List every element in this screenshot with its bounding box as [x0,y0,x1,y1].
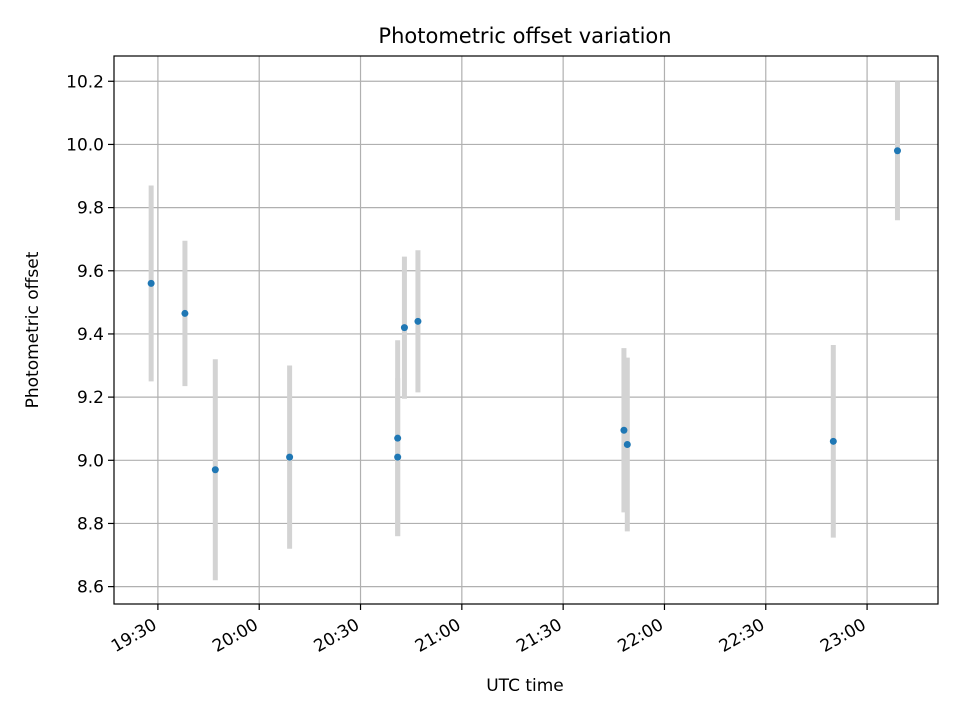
data-point [147,279,155,287]
x-tick-label: 21:30 [513,615,565,657]
data-point [623,440,631,448]
x-tick-label: 21:00 [412,615,464,657]
y-tick-label: 10.2 [66,72,104,92]
x-tick-label: 20:00 [209,615,261,657]
data-point [893,147,901,155]
y-tick-label: 9.0 [77,451,104,471]
y-tick-label: 9.8 [77,199,104,219]
data-point [414,317,422,325]
y-tick-label: 9.4 [77,325,104,345]
data-point [394,453,402,461]
data-point [211,466,219,474]
x-tick-label: 22:30 [716,615,768,657]
x-axis-ticks: 19:30 20:00 20:30 21:00 21:30 22:00 22:30 23:00 [108,604,870,657]
data-point [620,426,628,434]
x-axis-label: UTC time [486,676,564,696]
data-point [181,309,189,317]
y-tick-label: 8.8 [77,514,104,534]
y-tick-label: 8.6 [77,578,104,598]
data-point [286,453,294,461]
data-point [829,437,837,445]
x-tick-label: 22:00 [615,615,667,657]
data-points [147,147,901,474]
y-axis-label: Photometric offset [23,251,43,408]
chart-title: Photometric offset variation [378,24,671,48]
x-tick-label: 19:30 [108,615,160,657]
error-bars [148,81,900,581]
y-tick-label: 10.0 [66,135,104,155]
y-tick-label: 9.2 [77,388,104,408]
x-tick-label: 23:00 [817,615,869,657]
grid [114,56,938,604]
plot-frame [113,55,939,605]
data-point [400,324,408,332]
data-point [394,434,402,442]
y-axis-ticks: 8.6 8.8 9.0 9.2 9.4 9.6 9.8 10.0 10.2 [66,72,114,598]
x-tick-label: 20:30 [311,615,363,657]
y-tick-label: 9.6 [77,262,104,282]
